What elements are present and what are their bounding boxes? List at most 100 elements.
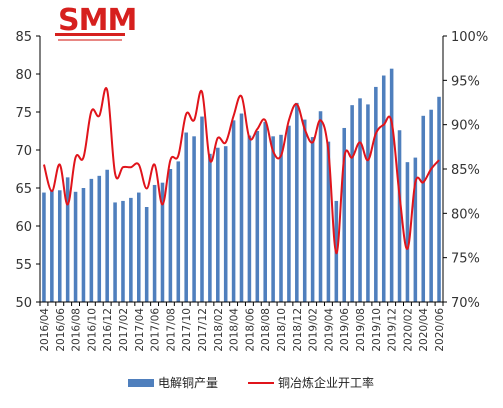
right-tick-label: 80% xyxy=(451,207,480,222)
bar-2017/01 xyxy=(113,202,117,302)
bar-2017/04 xyxy=(137,192,141,302)
bar-2018/11 xyxy=(287,125,291,303)
x-tick-label-2016/10: 2016/10 xyxy=(86,308,98,352)
bar-2018/09 xyxy=(271,136,275,302)
bar-2017/12 xyxy=(200,116,204,302)
bar-2016/08 xyxy=(73,191,78,302)
bar-2017/09 xyxy=(176,161,181,302)
legend-swatch-production xyxy=(128,379,154,387)
bar-2020/01 xyxy=(397,130,402,302)
x-tick-label-2018/06: 2018/06 xyxy=(244,308,256,352)
bar-2018/07 xyxy=(255,131,260,302)
x-tick-label-2016/08: 2016/08 xyxy=(71,308,83,352)
right-tick-label: 70% xyxy=(451,296,480,311)
x-tick-label-2019/02: 2019/02 xyxy=(308,308,320,352)
left-axis: 50 55 60 65 70 75 80 85 xyxy=(15,30,41,311)
x-tick-label-2018/08: 2018/08 xyxy=(260,308,272,352)
bar-2016/06 xyxy=(57,190,62,302)
x-tick-label-2019/04: 2019/04 xyxy=(323,308,335,352)
x-tick-label-2018/02: 2018/02 xyxy=(213,308,225,352)
bar-2020/04 xyxy=(421,115,426,302)
left-tick-label: 85 xyxy=(15,30,32,45)
x-tick-label-2019/08: 2019/08 xyxy=(355,308,367,352)
x-tick-label-2016/06: 2016/06 xyxy=(55,308,67,352)
utilization-line xyxy=(42,87,440,255)
bar-2016/10 xyxy=(89,178,94,302)
bar-2018/06 xyxy=(247,135,252,302)
left-tick-label: 70 xyxy=(15,144,32,159)
bar-2016/04 xyxy=(42,192,46,302)
x-tick-label-2018/10: 2018/10 xyxy=(276,308,288,352)
bar-2018/08 xyxy=(263,121,267,302)
x-tick-label-2017/02: 2017/02 xyxy=(118,308,130,352)
bar-2019/03 xyxy=(318,111,323,303)
smm-logo: SMM xyxy=(55,3,137,41)
right-axis: 70% 75% 80% 85% 90% 95% 100% xyxy=(442,30,488,311)
bar-2020/05 xyxy=(429,109,433,302)
bar-2017/05 xyxy=(144,207,149,302)
bar-2017/11 xyxy=(192,136,196,302)
right-tick-label: 90% xyxy=(451,119,480,134)
right-tick-label: 75% xyxy=(451,252,480,267)
bar-2018/01 xyxy=(208,153,212,302)
right-tick-label: 85% xyxy=(451,163,480,178)
x-tick-label-2017/04: 2017/04 xyxy=(134,308,146,352)
left-tick-label: 60 xyxy=(15,220,32,235)
x-tick-label-2019/10: 2019/10 xyxy=(371,308,383,352)
x-tick-label-2016/04: 2016/04 xyxy=(39,308,51,352)
bar-2018/03 xyxy=(223,146,228,302)
bar-2018/02 xyxy=(216,147,220,302)
bar-2016/09 xyxy=(81,188,86,302)
bar-2019/07 xyxy=(350,105,354,302)
bar-2017/07 xyxy=(160,182,165,302)
x-tick-label-2016/12: 2016/12 xyxy=(102,308,114,352)
bar-2018/04 xyxy=(231,120,236,302)
bar-2017/08 xyxy=(168,169,173,302)
bar-2017/10 xyxy=(184,132,188,302)
bar-2016/05 xyxy=(50,189,54,302)
x-tick-label-2019/06: 2019/06 xyxy=(339,308,351,352)
bar-2018/12 xyxy=(295,102,299,302)
bar-2016/07 xyxy=(65,177,70,302)
bar-2017/06 xyxy=(152,184,157,302)
x-axis: 2016/04 2016/06 2016/08 2016/10 2016/12 2017/… xyxy=(39,301,446,352)
bar-2019/09 xyxy=(366,104,370,303)
bar-2020/03 xyxy=(413,157,418,302)
left-tick-label: 75 xyxy=(15,106,32,121)
bar-2019/01 xyxy=(302,119,307,302)
bar-2019/11 xyxy=(381,75,386,303)
legend-label-utilization: 铜冶炼企业开工率 xyxy=(278,375,374,390)
bar-2019/02 xyxy=(310,137,315,302)
bar-2019/12 xyxy=(389,68,394,303)
bar-2019/08 xyxy=(358,98,362,302)
left-tick-label: 55 xyxy=(15,258,32,273)
left-tick-label: 50 xyxy=(15,296,32,311)
x-tick-label-2019/12: 2019/12 xyxy=(387,308,399,352)
x-tick-label-2017/12: 2017/12 xyxy=(197,308,209,352)
bar-2019/04 xyxy=(326,141,331,302)
legend: 电解铜产量 铜冶炼企业开工率 xyxy=(128,375,374,390)
logo-bar-faded xyxy=(58,39,122,41)
logo-text: SMM xyxy=(58,3,136,38)
bar-2017/02 xyxy=(121,200,125,302)
x-tick-label-2020/04: 2020/04 xyxy=(418,308,430,352)
bar-2019/06 xyxy=(342,127,347,303)
left-tick-label: 65 xyxy=(15,182,32,197)
x-tick-label-2020/02: 2020/02 xyxy=(402,308,414,352)
plot-area xyxy=(42,68,441,303)
x-tick-label-2020/06: 2020/06 xyxy=(434,308,446,352)
bar-2017/03 xyxy=(129,197,133,302)
bar-2020/02 xyxy=(405,162,410,302)
bar-2018/10 xyxy=(279,134,283,302)
bar-2020/06 xyxy=(437,96,441,302)
right-tick-label: 95% xyxy=(451,74,480,89)
logo-bar xyxy=(55,33,125,36)
bar-2016/12 xyxy=(105,169,109,302)
x-tick-label-2017/06: 2017/06 xyxy=(150,308,162,352)
bar-2018/05 xyxy=(239,113,244,303)
bar-2019/10 xyxy=(374,86,378,302)
left-tick-label: 80 xyxy=(15,68,32,83)
x-tick-label-2017/10: 2017/10 xyxy=(181,308,193,352)
